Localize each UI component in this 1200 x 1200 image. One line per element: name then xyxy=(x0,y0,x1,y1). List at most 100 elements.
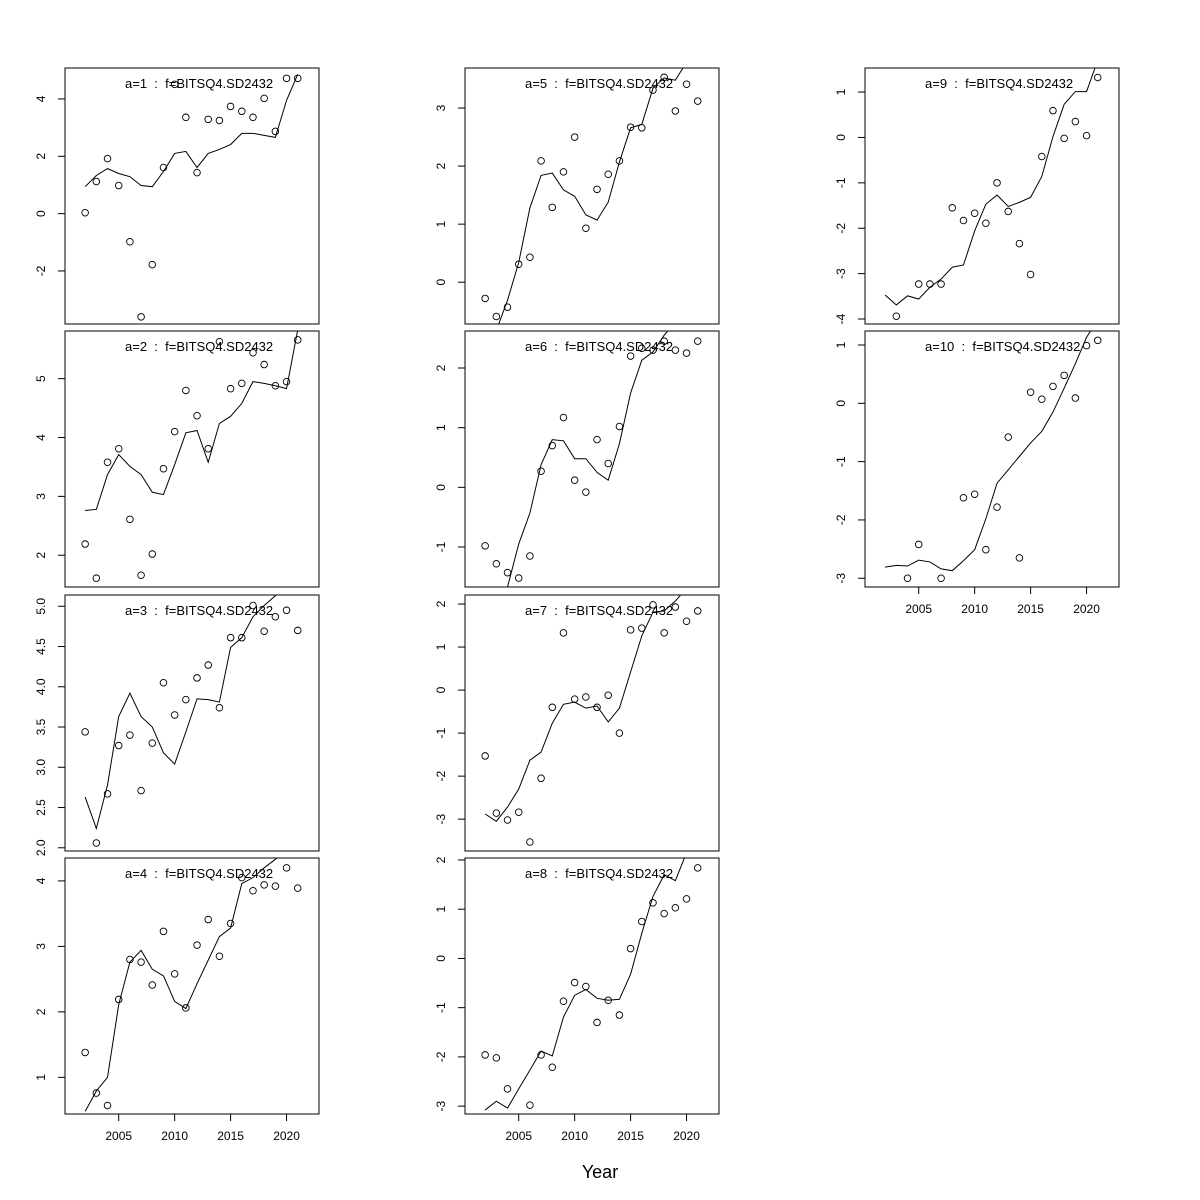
point xyxy=(204,444,212,453)
point xyxy=(215,116,224,125)
point xyxy=(182,113,190,122)
point xyxy=(693,337,702,345)
point xyxy=(215,703,224,712)
y-tick-label: 2 xyxy=(434,600,448,607)
x-tick-label: 2015 xyxy=(617,1129,644,1143)
point xyxy=(103,458,112,466)
point xyxy=(170,970,179,978)
point xyxy=(548,1063,557,1071)
point xyxy=(249,601,257,610)
point xyxy=(1071,394,1080,402)
point xyxy=(159,927,168,936)
y-tick-label: 3 xyxy=(34,493,48,500)
point xyxy=(1060,134,1068,143)
panel-frame xyxy=(464,67,720,325)
point xyxy=(204,661,212,669)
fit-line xyxy=(484,595,682,822)
point xyxy=(937,574,945,583)
y-tick-label: 2 xyxy=(434,856,448,863)
point xyxy=(92,574,101,582)
point xyxy=(238,379,246,388)
point xyxy=(92,177,101,186)
panel: a=7 : f=BITSQ4.SD2432 -3 -2 -1 0 1 2 xyxy=(434,594,720,852)
y-tick-label: 4.5 xyxy=(34,638,48,655)
point xyxy=(492,312,501,321)
panel-frame xyxy=(64,67,320,325)
panel-frame xyxy=(864,330,1120,588)
point xyxy=(937,280,945,288)
point xyxy=(226,633,235,642)
point xyxy=(682,349,691,357)
point xyxy=(604,459,612,468)
y-tick-label: 2.0 xyxy=(34,839,48,856)
point xyxy=(170,711,179,719)
panel: a=3 : f=BITSQ4.SD2432 2.0 2.5 3.0 3.5 4.0 4.5 5… xyxy=(34,594,320,856)
point xyxy=(570,476,579,484)
point xyxy=(193,411,201,420)
x-axis-label: Year xyxy=(582,1162,618,1182)
panel-frame xyxy=(464,330,720,588)
point xyxy=(148,260,157,269)
y-tick-label: -1 xyxy=(434,1002,448,1013)
x-tick-label: 2010 xyxy=(961,602,988,616)
point xyxy=(103,790,112,798)
point xyxy=(959,216,968,225)
y-tick-label: 3.0 xyxy=(34,759,48,776)
point xyxy=(649,601,657,609)
point xyxy=(671,603,680,611)
point xyxy=(537,774,545,783)
y-tick-label: -2 xyxy=(434,1051,448,1062)
point xyxy=(1026,388,1035,396)
y-tick-label: 0 xyxy=(834,134,848,141)
panel-title: a=2 : f=BITSQ4.SD2432 xyxy=(125,339,273,354)
plot-area xyxy=(481,68,702,324)
y-tick-label: -1 xyxy=(434,727,448,738)
point xyxy=(249,113,257,122)
point xyxy=(948,204,957,212)
y-tick-label: -1 xyxy=(834,177,848,188)
point xyxy=(604,691,612,699)
point xyxy=(204,115,212,124)
point xyxy=(481,294,489,303)
x-tick-label: 2015 xyxy=(1017,602,1044,616)
point xyxy=(682,80,691,89)
y-tick-label: -2 xyxy=(834,514,848,525)
point xyxy=(638,344,646,353)
x-tick-label: 2005 xyxy=(505,1129,532,1143)
point xyxy=(126,237,134,246)
point xyxy=(593,185,601,194)
y-tick-label: 2 xyxy=(434,162,448,169)
point xyxy=(260,360,268,369)
plot-area xyxy=(481,595,702,846)
point xyxy=(182,695,190,704)
plot-area xyxy=(81,331,302,582)
y-tick-label: -2 xyxy=(434,770,448,781)
y-tick-label: 2 xyxy=(34,1008,48,1015)
fit-line xyxy=(484,858,685,1111)
y-tick-label: 3 xyxy=(34,943,48,950)
point xyxy=(92,1089,101,1097)
panel: a=6 : f=BITSQ4.SD2432 -1 0 1 2 xyxy=(434,330,720,588)
point xyxy=(137,786,145,795)
point xyxy=(271,882,280,890)
y-tick-label: 2 xyxy=(34,153,48,160)
y-tick-label: 1 xyxy=(34,1074,48,1081)
point xyxy=(137,571,145,579)
point xyxy=(503,816,512,824)
x-tick-label: 2020 xyxy=(673,1129,700,1143)
point xyxy=(1004,207,1012,216)
y-tick-label: -3 xyxy=(834,268,848,279)
y-tick-label: 2 xyxy=(434,364,448,371)
point xyxy=(682,617,691,625)
point xyxy=(170,80,179,89)
panel-title: a=8 : f=BITSQ4.SD2432 xyxy=(525,866,673,881)
panel-title: a=1 : f=BITSQ4.SD2432 xyxy=(125,76,273,91)
point xyxy=(81,209,89,217)
point xyxy=(260,94,268,103)
point xyxy=(559,997,568,1006)
point xyxy=(293,884,302,892)
panel: a=4 : f=BITSQ4.SD2432 1 2 3 4 2005 2010 2015 202… xyxy=(34,857,320,1143)
point xyxy=(481,752,489,760)
point xyxy=(993,179,1001,187)
